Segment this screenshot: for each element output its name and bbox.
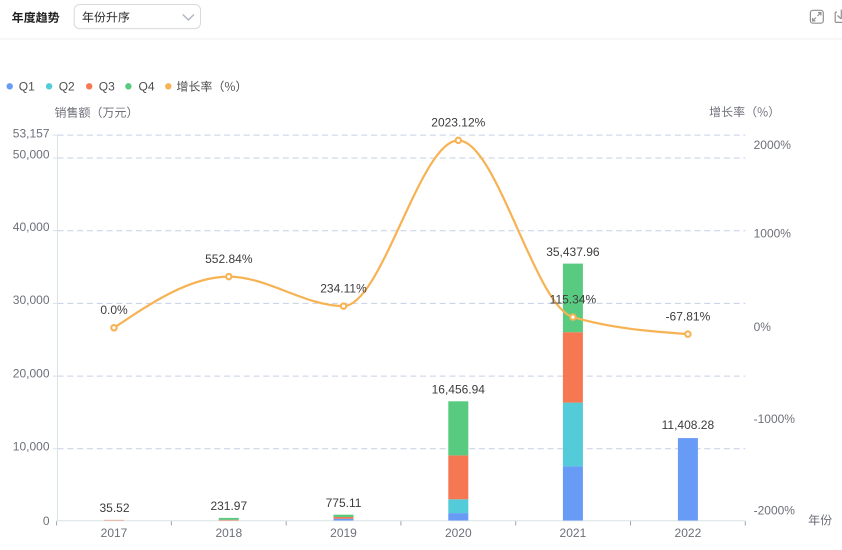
svg-text:-1000%: -1000% <box>754 412 796 426</box>
svg-text:11,408.28: 11,408.28 <box>662 418 715 432</box>
svg-text:30,000: 30,000 <box>13 293 50 307</box>
svg-text:115.34%: 115.34% <box>550 292 597 306</box>
svg-text:10,000: 10,000 <box>13 439 50 453</box>
svg-text:Q1: Q1 <box>19 80 35 94</box>
svg-text:2022: 2022 <box>675 526 702 540</box>
svg-text:-2000%: -2000% <box>754 504 796 518</box>
svg-text:Q4: Q4 <box>139 80 155 94</box>
svg-text:234.11%: 234.11% <box>320 281 367 295</box>
svg-text:0: 0 <box>43 514 50 528</box>
svg-text:Q3: Q3 <box>99 80 115 94</box>
svg-text:-67.81%: -67.81% <box>666 309 711 323</box>
svg-text:0.0%: 0.0% <box>100 303 128 317</box>
svg-text:35,437.96: 35,437.96 <box>546 245 600 259</box>
svg-text:2000%: 2000% <box>754 138 792 152</box>
svg-text:53,157: 53,157 <box>13 127 50 141</box>
svg-text:2017: 2017 <box>101 526 128 540</box>
svg-text:0%: 0% <box>754 320 772 334</box>
svg-text:35.52: 35.52 <box>99 501 129 515</box>
svg-text:2020: 2020 <box>445 526 472 540</box>
svg-text:231.97: 231.97 <box>210 499 247 513</box>
svg-text:2021: 2021 <box>560 526 587 540</box>
svg-text:2018: 2018 <box>215 526 242 540</box>
svg-text:2019: 2019 <box>330 526 357 540</box>
svg-text:40,000: 40,000 <box>13 220 50 234</box>
svg-text:2023.12%: 2023.12% <box>431 116 485 130</box>
svg-text:552.84%: 552.84% <box>205 252 253 266</box>
svg-text:50,000: 50,000 <box>13 147 50 161</box>
svg-text:16,456.94: 16,456.94 <box>432 383 486 397</box>
svg-text:1000%: 1000% <box>754 226 792 240</box>
svg-text:775.11: 775.11 <box>326 496 362 510</box>
svg-text:Q2: Q2 <box>59 80 75 94</box>
svg-text:20,000: 20,000 <box>13 367 50 381</box>
